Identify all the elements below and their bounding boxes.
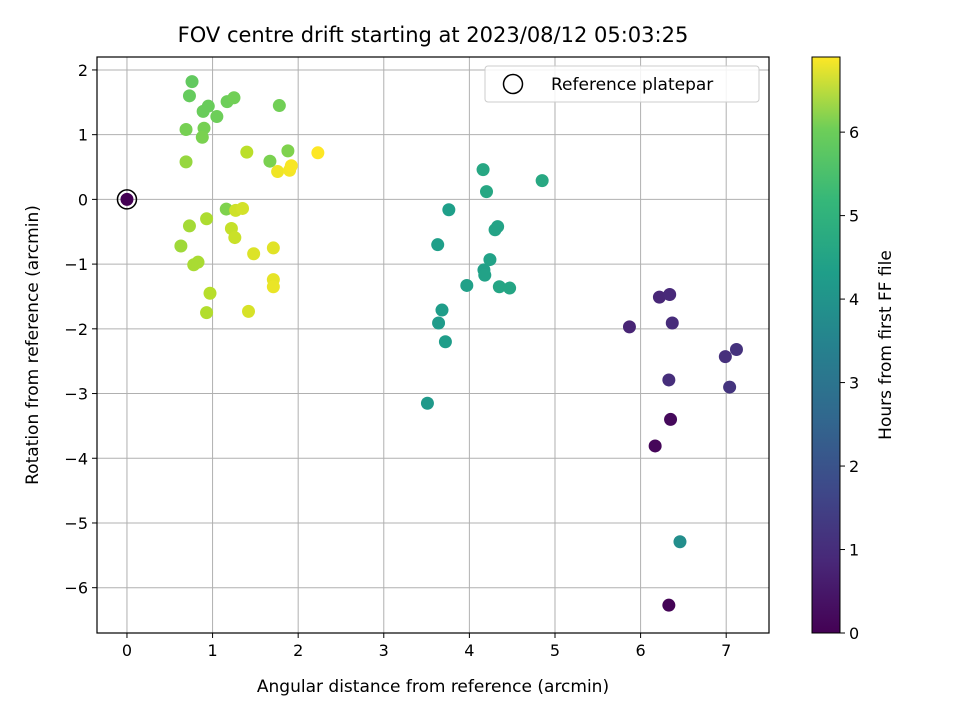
data-point <box>648 439 662 453</box>
x-axis-label: Angular distance from reference (arcmin) <box>257 677 609 697</box>
data-point <box>242 304 256 318</box>
data-point <box>247 247 261 261</box>
colorbar-ticks: 0 1 2 3 4 5 6 <box>840 123 859 643</box>
colorbar-tick-label: 5 <box>849 207 859 226</box>
x-tick-label: 6 <box>635 641 645 660</box>
data-point <box>236 201 250 215</box>
data-point <box>182 219 196 233</box>
colorbar-tick-label: 4 <box>849 290 859 309</box>
data-point <box>227 91 241 105</box>
y-tick-label: −3 <box>64 385 88 404</box>
data-point <box>665 316 679 330</box>
data-point <box>483 253 497 267</box>
data-point <box>438 335 452 349</box>
x-tick-label: 2 <box>293 641 303 660</box>
x-tick-label: 3 <box>379 641 389 660</box>
data-point <box>662 373 676 387</box>
data-point <box>460 278 474 292</box>
data-point <box>492 280 506 294</box>
y-tick-label: 2 <box>78 61 88 80</box>
legend-label: Reference platepar <box>551 75 713 95</box>
colorbar: 0 1 2 3 4 5 6 Hours from first FF file <box>811 56 896 643</box>
y-tick-label: 0 <box>78 190 88 209</box>
data-point <box>196 104 210 118</box>
colorbar-tick-label: 3 <box>849 374 859 393</box>
data-point <box>240 145 254 159</box>
y-tick-label: −2 <box>64 320 88 339</box>
data-point <box>431 238 445 252</box>
y-tick-label: −5 <box>64 514 88 533</box>
data-point <box>476 163 490 177</box>
data-point <box>266 280 280 294</box>
data-point <box>281 144 295 158</box>
y-axis-label: Rotation from reference (arcmin) <box>23 205 43 485</box>
x-tick-label: 7 <box>721 641 731 660</box>
data-point <box>179 122 193 136</box>
x-tick-label: 0 <box>122 641 132 660</box>
data-point <box>662 598 676 612</box>
data-point <box>723 380 737 394</box>
x-tick-label: 5 <box>550 641 560 660</box>
data-point <box>200 212 214 226</box>
scatter-points <box>120 75 743 612</box>
plot-frame <box>96 56 770 634</box>
data-point <box>435 303 449 317</box>
data-point <box>673 535 687 549</box>
x-axis-ticks: 0 1 2 3 4 5 6 7 <box>122 633 731 660</box>
data-point <box>191 255 205 269</box>
data-point <box>663 288 677 302</box>
colorbar-tick-label: 0 <box>849 624 859 643</box>
data-point <box>729 343 743 357</box>
colorbar-tick-label: 6 <box>849 123 859 142</box>
chart-title: FOV centre drift starting at 2023/08/12 … <box>178 23 689 47</box>
data-point <box>182 89 196 103</box>
data-point <box>311 146 325 160</box>
data-point <box>535 174 549 188</box>
data-point <box>174 239 188 253</box>
y-tick-label: 1 <box>78 126 88 145</box>
y-tick-label: −4 <box>64 449 88 468</box>
x-tick-label: 1 <box>207 641 217 660</box>
data-point <box>664 412 678 426</box>
data-point <box>203 286 217 300</box>
reference-marker <box>116 189 138 210</box>
data-point <box>179 155 193 169</box>
y-axis-ticks: −6 −5 −4 −3 −2 −1 0 1 2 <box>64 61 97 598</box>
data-point <box>480 185 494 199</box>
colorbar-tick-label: 2 <box>849 457 859 476</box>
data-point <box>503 281 517 295</box>
x-tick-label: 4 <box>464 641 474 660</box>
data-point <box>185 75 199 89</box>
data-point <box>478 268 492 282</box>
y-tick-label: −6 <box>64 579 88 598</box>
colorbar-label: Hours from first FF file <box>876 250 896 440</box>
reference-circle <box>116 189 138 210</box>
data-point <box>120 192 134 206</box>
data-point <box>263 154 277 168</box>
data-point <box>718 350 732 364</box>
legend-box <box>484 65 760 103</box>
data-point <box>652 290 666 304</box>
data-point <box>200 306 214 320</box>
data-point <box>284 159 298 173</box>
legend: Reference platepar <box>484 65 760 103</box>
data-point <box>210 110 224 124</box>
data-point <box>420 396 434 410</box>
data-point <box>272 99 286 113</box>
data-point <box>491 220 505 234</box>
legend-marker-icon <box>502 73 524 95</box>
data-point <box>442 203 456 217</box>
data-point <box>266 241 280 255</box>
data-point <box>432 316 446 330</box>
colorbar-gradient <box>811 56 841 634</box>
data-point <box>622 320 636 334</box>
grid-lines <box>97 57 769 633</box>
colorbar-tick-label: 1 <box>849 541 859 560</box>
data-point <box>271 165 285 179</box>
y-tick-label: −1 <box>64 255 88 274</box>
data-point <box>228 231 242 245</box>
data-point <box>195 130 209 144</box>
